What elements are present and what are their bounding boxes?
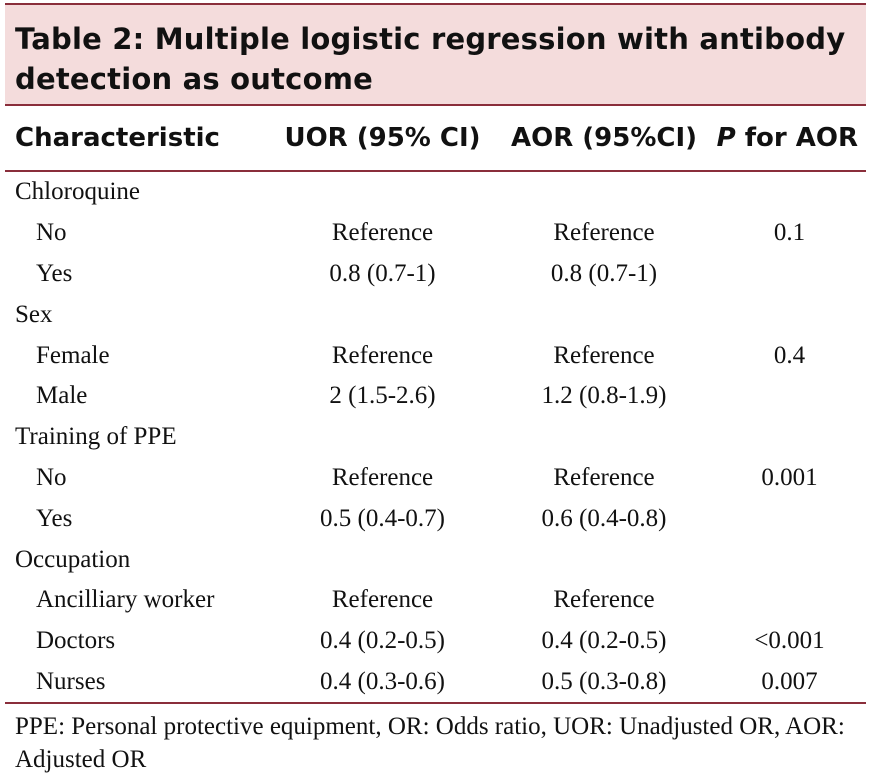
header-characteristic: Characteristic: [5, 106, 270, 172]
p-cell: [713, 580, 866, 621]
uor-cell: 0.4 (0.3-0.6): [270, 661, 495, 705]
row-occupation-doctors: Doctors 0.4 (0.2-0.5) 0.4 (0.2-0.5) <0.0…: [5, 621, 866, 662]
p-cell: [713, 171, 866, 213]
p-cell: <0.001: [754, 627, 825, 655]
subgroup-label: No: [36, 219, 67, 247]
row-chloroquine-no: No Reference Reference 0.1: [5, 213, 866, 254]
p-cell: 0.007: [713, 661, 866, 705]
p-cell: [713, 254, 866, 295]
table-container: Table 2: Multiple logistic regression wi…: [5, 3, 866, 776]
header-p-for-aor: P for AOR: [713, 106, 866, 172]
p-cell: [713, 376, 866, 417]
header-p-rest: for AOR: [735, 123, 858, 153]
uor-cell: [270, 171, 495, 213]
aor-cell: Reference: [553, 219, 655, 247]
category-label: Occupation: [15, 545, 131, 573]
aor-cell: 0.5 (0.3-0.8): [495, 661, 713, 705]
row-sex: Sex: [5, 294, 866, 335]
row-occupation: Occupation: [5, 539, 866, 580]
uor-cell: [270, 294, 495, 335]
p-cell: 0.4: [773, 341, 806, 369]
header-uor: UOR (95% CI): [270, 106, 495, 172]
row-training-yes: Yes 0.5 (0.4-0.7) 0.6 (0.4-0.8): [5, 498, 866, 539]
aor-cell: Reference: [553, 463, 655, 491]
table-footnote: PPE: Personal protective equipment, OR: …: [15, 713, 845, 774]
row-training-no: No Reference Reference 0.001: [5, 458, 866, 499]
category-label: Sex: [15, 300, 53, 328]
header-aor: AOR (95%CI): [495, 106, 713, 172]
row-training-ppe: Training of PPE: [5, 417, 866, 458]
category-label: Training of PPE: [15, 423, 177, 451]
subgroup-label: Female: [36, 341, 110, 369]
row-occupation-nurses: Nurses 0.4 (0.3-0.6) 0.5 (0.3-0.8) 0.007: [5, 661, 866, 705]
uor-cell: [270, 417, 495, 458]
subgroup-label: Yes: [36, 259, 73, 287]
p-cell: [713, 294, 866, 335]
category-label: Chloroquine: [15, 178, 140, 206]
subgroup-label: Nurses: [5, 661, 270, 705]
aor-cell: 0.8 (0.7-1): [550, 259, 658, 287]
subgroup-label: Doctors: [36, 627, 116, 655]
aor-cell: 1.2 (0.8-1.9): [541, 382, 667, 410]
p-cell: [713, 498, 866, 539]
row-chloroquine: Chloroquine: [5, 171, 866, 213]
subgroup-label: No: [36, 463, 67, 491]
header-row: Characteristic UOR (95% CI) AOR (95%CI) …: [5, 106, 866, 172]
uor-cell: Reference: [331, 463, 434, 491]
p-cell: [713, 417, 866, 458]
aor-cell: [495, 294, 713, 335]
aor-cell: Reference: [553, 341, 655, 369]
subgroup-label: Male: [36, 382, 88, 410]
aor-cell: Reference: [553, 586, 655, 614]
uor-cell: 2 (1.5-2.6): [329, 382, 436, 410]
aor-cell: [495, 539, 713, 580]
aor-cell: 0.4 (0.2-0.5): [541, 627, 667, 655]
row-occupation-ancillary: Ancilliary worker Reference Reference: [5, 580, 866, 621]
header-p-italic: P: [716, 123, 736, 153]
uor-cell: Reference: [331, 586, 434, 614]
table-title: Table 2: Multiple logistic regression wi…: [5, 3, 866, 106]
row-sex-male: Male 2 (1.5-2.6) 1.2 (0.8-1.9): [5, 376, 866, 417]
p-cell: [713, 539, 866, 580]
regression-table: Characteristic UOR (95% CI) AOR (95%CI) …: [5, 106, 866, 705]
uor-cell: 0.8 (0.7-1): [329, 259, 436, 287]
uor-cell: Reference: [331, 341, 434, 369]
p-cell: 0.001: [761, 463, 818, 491]
subgroup-label: Ancilliary worker: [36, 586, 215, 614]
row-sex-female: Female Reference Reference 0.4: [5, 335, 866, 376]
aor-cell: [495, 171, 713, 213]
uor-cell: 0.4 (0.2-0.5): [320, 627, 445, 655]
subgroup-label: Yes: [36, 504, 73, 532]
row-chloroquine-yes: Yes 0.8 (0.7-1) 0.8 (0.7-1): [5, 254, 866, 295]
aor-cell: [495, 417, 713, 458]
aor-cell: 0.6 (0.4-0.8): [541, 504, 667, 532]
uor-cell: Reference: [331, 219, 434, 247]
p-cell: 0.1: [773, 219, 806, 247]
uor-cell: [270, 539, 495, 580]
uor-cell: 0.5 (0.4-0.7): [320, 504, 445, 532]
